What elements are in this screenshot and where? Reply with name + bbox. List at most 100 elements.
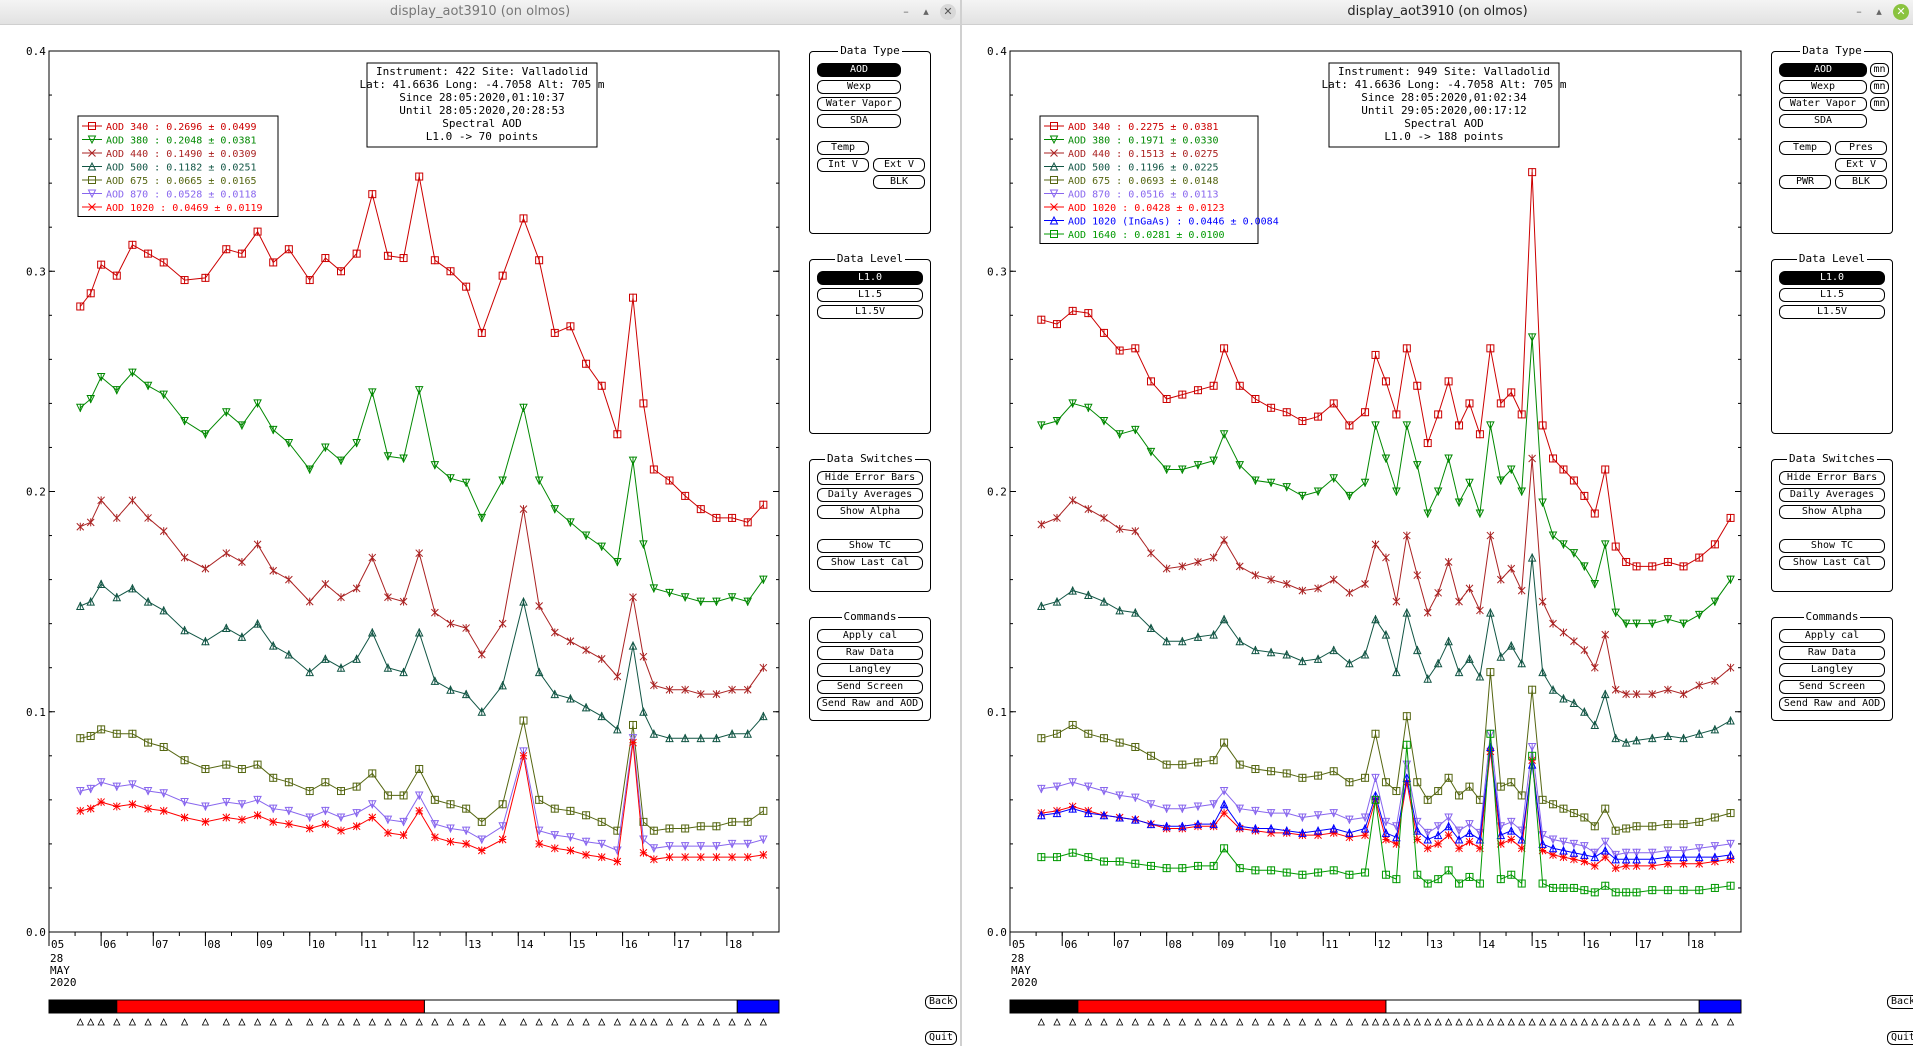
data-point (1694, 844, 1704, 853)
data-point (743, 853, 752, 861)
pwr-button[interactable]: PWR (1779, 175, 1831, 189)
aod-button[interactable]: AOD (1779, 63, 1867, 77)
level-l15v-button[interactable]: L1.5V (817, 305, 923, 319)
show-alpha-button[interactable]: Show Alpha (817, 505, 923, 519)
data-point (712, 733, 721, 743)
int-v-button[interactable]: Int V (817, 158, 869, 172)
apply-cal-button[interactable]: Apply cal (817, 629, 923, 643)
raw-data-button[interactable]: Raw Data (1779, 646, 1885, 660)
hide-error-bars-button[interactable]: Hide Error Bars (1779, 471, 1885, 485)
minimize-icon[interactable]: – (1856, 5, 1862, 18)
langley-button[interactable]: Langley (1779, 663, 1885, 677)
send-raw-aod-button[interactable]: Send Raw and AOD (1779, 697, 1885, 711)
close-icon[interactable]: ✕ (940, 4, 956, 20)
data-point (1392, 667, 1401, 677)
level-l15-button[interactable]: L1.5 (1779, 288, 1885, 302)
wexp-button[interactable]: Wexp (817, 80, 901, 94)
send-screen-button[interactable]: Send Screen (1779, 680, 1885, 694)
data-point (305, 597, 314, 606)
data-point (253, 399, 262, 409)
send-raw-aod-button[interactable]: Send Raw and AOD (817, 697, 923, 711)
data-point (550, 804, 559, 813)
wexp-button[interactable]: Wexp (1779, 80, 1867, 94)
hide-error-bars-button[interactable]: Hide Error Bars (817, 471, 923, 485)
daily-averages-button[interactable]: Daily Averages (817, 488, 923, 502)
strip-marker (253, 1018, 262, 1026)
show-tc-button[interactable]: Show TC (1779, 539, 1885, 553)
daily-averages-button[interactable]: Daily Averages (1779, 488, 1885, 502)
x-tick-label: 11 (364, 938, 377, 951)
water-vapor-button[interactable]: Water Vapor (1779, 97, 1867, 111)
data-point (1507, 564, 1516, 573)
data-point (1475, 430, 1484, 439)
blk-button[interactable]: BLK (1835, 175, 1887, 189)
temp-button[interactable]: Temp (817, 141, 869, 155)
data-point (535, 795, 544, 804)
water-vapor-button[interactable]: Water Vapor (817, 97, 901, 111)
blk-button[interactable]: BLK (873, 175, 925, 189)
ext-v-button[interactable]: Ext V (1835, 158, 1887, 172)
level-l10-button[interactable]: L1.0 (817, 271, 923, 285)
level-l15v-button[interactable]: L1.5V (1779, 305, 1885, 319)
data-point (728, 853, 736, 861)
sda-button[interactable]: SDA (1779, 114, 1867, 128)
time-strip-segment (48, 999, 118, 1014)
show-last-cal-button[interactable]: Show Last Cal (1779, 556, 1885, 570)
data-point (222, 760, 231, 769)
back-button[interactable]: Back (925, 995, 957, 1009)
show-last-cal-button[interactable]: Show Last Cal (817, 556, 923, 570)
sda-button[interactable]: SDA (817, 114, 901, 128)
back-button[interactable]: Back (1887, 995, 1913, 1009)
left-titlebar[interactable]: display_aot3910 (on olmos) – ▴ ✕ (0, 0, 960, 25)
series-line (1041, 458, 1731, 695)
pres-button[interactable]: Pres (1835, 141, 1887, 155)
date-label: 2020 (1011, 976, 1038, 989)
data-point (1381, 454, 1391, 464)
show-tc-button[interactable]: Show TC (817, 539, 923, 553)
strip-marker (1507, 1018, 1515, 1026)
maximize-icon[interactable]: ▴ (923, 5, 929, 18)
langley-button[interactable]: Langley (817, 663, 923, 677)
right-titlebar[interactable]: display_aot3910 (on olmos) – ▴ ✕ (962, 0, 1913, 25)
quit-button[interactable]: Quit (925, 1031, 957, 1045)
data-point (1455, 879, 1464, 888)
data-point (1392, 875, 1401, 884)
data-point (519, 214, 528, 223)
data-point (352, 809, 361, 818)
data-point (1251, 765, 1260, 774)
strip-marker (352, 1018, 361, 1026)
data-point (1590, 822, 1599, 831)
aod-button[interactable]: AOD (817, 63, 901, 77)
raw-data-button[interactable]: Raw Data (817, 646, 923, 660)
data-point (1465, 478, 1474, 488)
data-point (534, 667, 544, 677)
data-point (534, 476, 544, 486)
data-point (1402, 740, 1411, 749)
data-point (431, 608, 439, 617)
data-point (582, 359, 591, 368)
level-l10-button[interactable]: L1.0 (1779, 271, 1885, 285)
strip-marker (629, 1018, 637, 1026)
ext-v-button[interactable]: Ext V (873, 158, 925, 172)
data-point (1162, 760, 1171, 769)
mn-button[interactable]: mn (1870, 80, 1889, 94)
data-point (1538, 839, 1547, 848)
data-point (1710, 597, 1720, 607)
minimize-icon[interactable]: – (903, 5, 909, 18)
mn-button[interactable]: mn (1870, 97, 1889, 111)
data-point (1601, 804, 1610, 813)
send-screen-button[interactable]: Send Screen (817, 680, 923, 694)
maximize-icon[interactable]: ▴ (1876, 5, 1882, 18)
data-point (1590, 888, 1599, 897)
level-l15-button[interactable]: L1.5 (817, 288, 923, 302)
apply-cal-button[interactable]: Apply cal (1779, 629, 1885, 643)
temp-button[interactable]: Temp (1779, 141, 1831, 155)
close-icon[interactable]: ✕ (1893, 4, 1909, 20)
strip-marker (1601, 1018, 1609, 1026)
quit-button[interactable]: Quit (1887, 1031, 1913, 1045)
mn-button[interactable]: mn (1870, 63, 1889, 77)
data-point (1345, 870, 1354, 879)
show-alpha-button[interactable]: Show Alpha (1779, 505, 1885, 519)
legend-label: AOD 1640 : 0.0281 ± 0.0100 (1068, 230, 1225, 241)
left-aod-chart: 0.0 0.1 0.2 0.3 0.4 05 06 07 08 09 10 11 12 13 14 15 16 1… (26, 45, 780, 1026)
